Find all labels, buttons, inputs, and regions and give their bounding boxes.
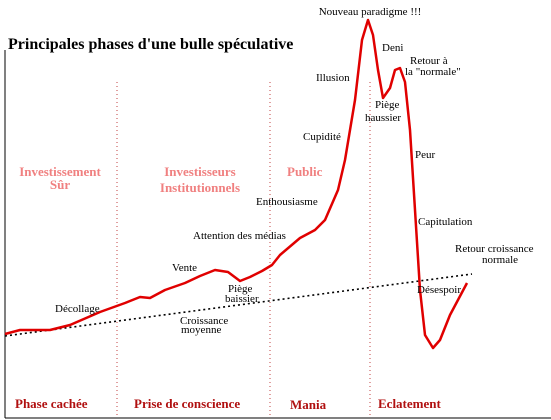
annotation: Désespoir [417,284,461,296]
annotation: Cupidité [303,131,341,143]
annotation: Attention des médias [193,230,286,242]
phase-label: Eclatement [378,396,441,411]
phase-label: Prise de conscience [134,396,240,411]
annotation: haussier [365,112,401,124]
annotation: Piège [228,283,253,295]
zone-label: Investissement [19,164,101,179]
annotation: Piège [375,99,400,111]
annotation: Retour à [410,55,448,67]
zone-label: Investisseurs [164,164,236,179]
annotation: Peur [415,149,436,161]
annotation: Croissance [180,315,228,327]
phase-label: Phase cachée [15,396,88,411]
phase-dividers [116,82,371,418]
annotation: normale [482,254,518,266]
phase-label: Mania [290,397,327,412]
annotation: Enthousiasme [256,196,318,208]
annotation: Deni [382,42,403,54]
price-curve [4,18,469,350]
annotation: Capitulation [418,216,473,228]
annotations: Nouveau paradigme !!! Deni Retour à la "… [55,6,534,336]
annotation: moyenne [181,324,221,336]
annotation: la "normale" [405,66,461,78]
annotation: baissier [225,293,259,305]
zone-label: Sûr [50,177,70,192]
zones: Investissement Sûr Investisseurs Institu… [19,164,322,195]
zone-label: Public [287,164,323,179]
annotation: Illusion [316,72,350,84]
trend-line [4,273,473,337]
zone-label: Institutionnels [160,180,240,195]
annotation: Retour croissance [455,243,534,255]
annotation: Vente [172,262,197,274]
phases: Phase cachée Prise de conscience Mania E… [15,396,441,412]
annotation: Nouveau paradigme !!! [319,6,422,18]
title: Principales phases d'une bulle spéculati… [8,36,293,53]
annotation: Décollage [55,303,100,315]
